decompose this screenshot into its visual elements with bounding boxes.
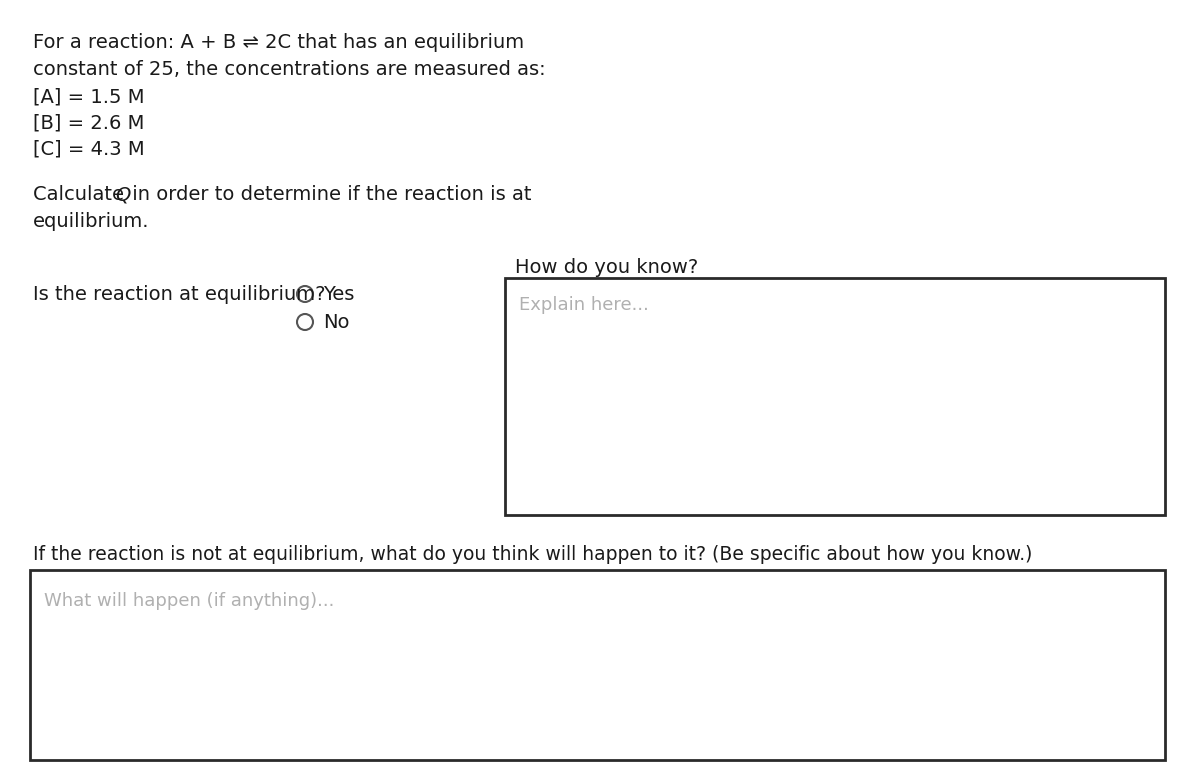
- Text: constant of 25, the concentrations are measured as:: constant of 25, the concentrations are m…: [34, 60, 546, 79]
- Text: Is the reaction at equilibrium?: Is the reaction at equilibrium?: [34, 285, 325, 304]
- Text: No: No: [323, 313, 349, 332]
- Text: [B] = 2.6 M: [B] = 2.6 M: [34, 113, 144, 132]
- FancyBboxPatch shape: [505, 278, 1165, 515]
- Text: What will happen (if anything)...: What will happen (if anything)...: [44, 592, 335, 610]
- Text: Yes: Yes: [323, 285, 354, 304]
- FancyBboxPatch shape: [30, 570, 1165, 760]
- Text: equilibrium.: equilibrium.: [34, 212, 150, 231]
- Text: in order to determine if the reaction is at: in order to determine if the reaction is…: [126, 185, 532, 204]
- Text: How do you know?: How do you know?: [515, 258, 698, 277]
- Text: [A] = 1.5 M: [A] = 1.5 M: [34, 87, 144, 106]
- Text: Q: Q: [115, 185, 131, 204]
- Text: For a reaction: A + B ⇌ 2C that has an equilibrium: For a reaction: A + B ⇌ 2C that has an e…: [34, 33, 524, 52]
- Text: Calculate: Calculate: [34, 185, 131, 204]
- Text: If the reaction is not at equilibrium, what do you think will happen to it? (Be : If the reaction is not at equilibrium, w…: [34, 545, 1032, 564]
- Text: Explain here...: Explain here...: [520, 296, 649, 314]
- Text: [C] = 4.3 M: [C] = 4.3 M: [34, 139, 145, 158]
